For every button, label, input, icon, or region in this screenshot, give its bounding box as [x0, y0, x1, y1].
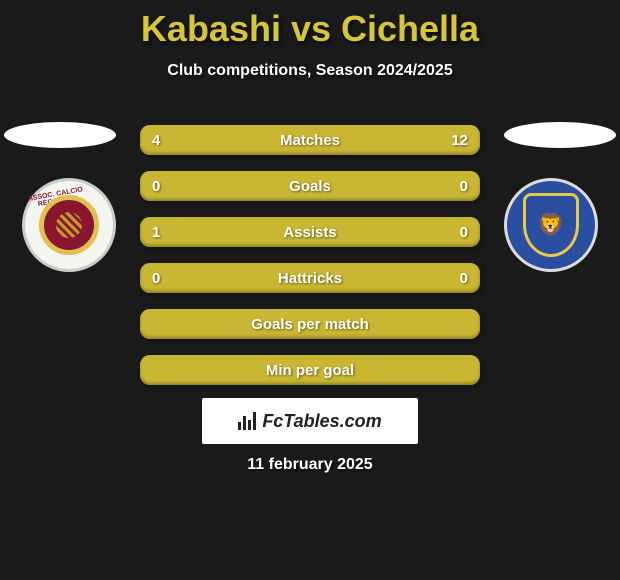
chart-icon	[238, 412, 256, 430]
stat-bar-hattricks: Hattricks 0 0	[140, 263, 480, 293]
stats-bars: Matches412Goals00Assists10Hattricks00Goa…	[140, 125, 480, 401]
source-text: FcTables.com	[262, 411, 381, 432]
club-logo-right-shield: 🦁	[523, 193, 579, 257]
stat-value-right: 0	[460, 224, 468, 241]
flag-left	[4, 122, 116, 148]
stat-value-right: 12	[451, 132, 468, 149]
stat-bar-gpm: Goals per match	[140, 309, 480, 339]
club-logo-right: 🦁	[504, 178, 598, 272]
stat-label: Matches	[280, 132, 340, 149]
stat-bar-mpg: Min per goal	[140, 355, 480, 385]
stat-bar-goals: Goals 0 0	[140, 171, 480, 201]
page-subtitle: Club competitions, Season 2024/2025	[0, 62, 620, 80]
club-logo-left: ASSOC. CALCIO REGGIANA	[22, 178, 116, 272]
page-title: Kabashi vs Cichella	[0, 0, 620, 50]
stat-value-right: 0	[460, 270, 468, 287]
stat-value-left: 4	[152, 132, 160, 149]
stat-value-left: 0	[152, 178, 160, 195]
stat-value-left: 1	[152, 224, 160, 241]
stat-value-right: 0	[460, 178, 468, 195]
club-logo-left-badge	[39, 195, 99, 255]
stat-value-left: 0	[152, 270, 160, 287]
stat-label: Goals per match	[251, 316, 369, 333]
stat-label: Hattricks	[278, 270, 342, 287]
stat-bar-matches: Matches 4 12	[140, 125, 480, 155]
stat-bar-assists: Assists 1 0	[140, 217, 480, 247]
date-text: 11 february 2025	[0, 456, 620, 474]
source-badge: FcTables.com	[202, 398, 418, 444]
stat-label: Min per goal	[266, 362, 354, 379]
stat-label: Goals	[289, 178, 331, 195]
stat-label: Assists	[283, 224, 336, 241]
ball-icon	[56, 212, 82, 238]
lion-icon: 🦁	[537, 212, 564, 238]
flag-right	[504, 122, 616, 148]
